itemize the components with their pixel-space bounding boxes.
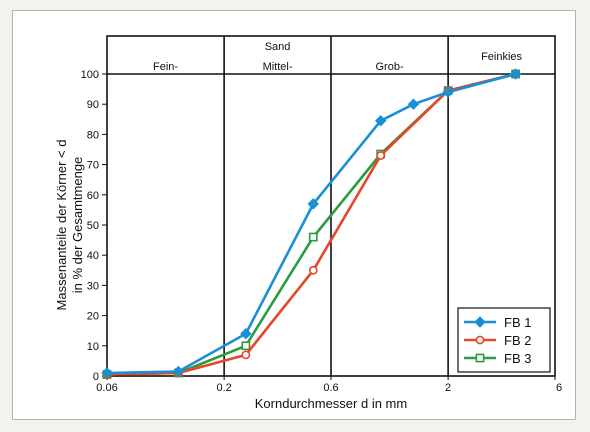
x-tick-label: 6 [556, 382, 562, 394]
data-point-fb1 [307, 198, 319, 210]
legend-label-fb1: FB 1 [504, 315, 531, 330]
legend-label-fb3: FB 3 [504, 351, 531, 366]
x-axis-label: Korndurchmesser d in mm [255, 396, 407, 411]
zone-label: Feinkies [481, 51, 522, 63]
y-axis-label-line1: Massenanteile der Körner < d [54, 140, 69, 311]
y-tick-label: 90 [87, 99, 99, 111]
y-tick-label: 50 [87, 220, 99, 232]
y-tick-label: 30 [87, 280, 99, 292]
y-tick-label: 10 [87, 341, 99, 353]
x-tick-label: 2 [445, 382, 451, 394]
zone-label: Grob- [375, 61, 403, 73]
y-tick-label: 20 [87, 311, 99, 323]
y-tick-label: 80 [87, 129, 99, 141]
legend-marker-fb1 [474, 316, 486, 328]
data-point-fb1 [442, 86, 454, 98]
legend-marker-fb2 [475, 335, 485, 345]
data-point-fb2 [376, 151, 386, 160]
y-tick-label: 40 [87, 250, 99, 262]
zone-label: Mittel- [263, 61, 293, 73]
zone-group-label: Sand [265, 41, 291, 53]
data-point-fb1 [374, 115, 387, 127]
y-tick-label: 70 [87, 160, 99, 172]
x-tick-label: 0.06 [96, 382, 117, 394]
series-line-fb1 [106, 72, 516, 375]
legend [457, 307, 551, 373]
data-point-fb1 [172, 365, 185, 378]
x-tick-label: 0.6 [323, 382, 338, 394]
x-tick-label: 0.2 [216, 382, 231, 394]
data-point-fb1 [101, 367, 113, 379]
data-point-fb2 [241, 350, 251, 360]
y-tick-label: 60 [87, 190, 99, 202]
y-tick-label: 100 [81, 69, 99, 81]
data-point-fb3 [241, 341, 251, 351]
zone-label: Fein- [153, 61, 178, 73]
data-point-fb1 [407, 98, 420, 110]
legend-label-fb2: FB 2 [504, 333, 531, 348]
data-point-fb3 [308, 232, 318, 242]
legend-marker-fb3 [475, 353, 485, 363]
y-axis-label-line2: in % der Gesamtmenge [70, 157, 85, 294]
y-tick-label: 0 [93, 371, 99, 383]
data-point-fb2 [308, 265, 318, 275]
series-line-fb2 [106, 72, 516, 376]
data-point-fb1 [240, 328, 252, 340]
data-point-fb1 [509, 68, 522, 80]
series-line-fb3 [106, 72, 516, 376]
